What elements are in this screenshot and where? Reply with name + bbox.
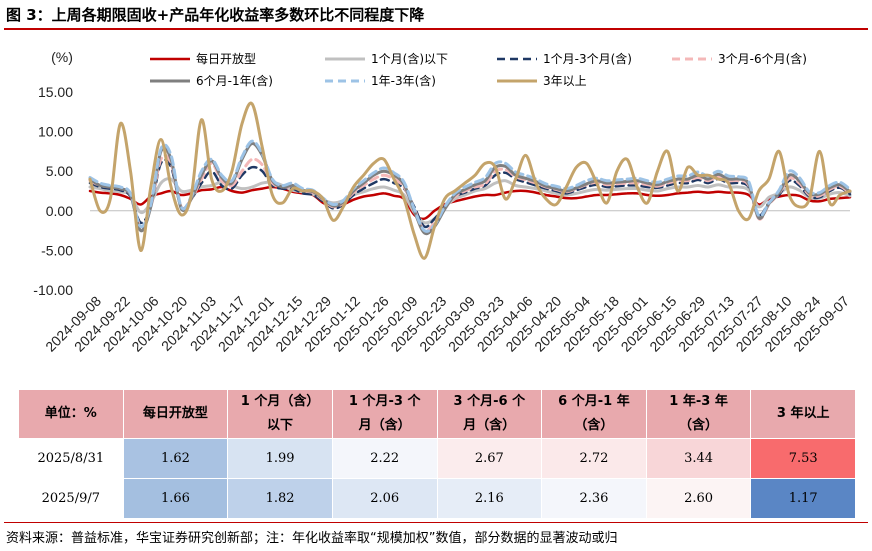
table-header-cell: 3 个月-6 个月（含） <box>436 389 543 439</box>
y-tick-label: 0.00 <box>46 203 73 219</box>
table-header-text: （含） <box>679 418 719 433</box>
source-divider <box>4 522 868 523</box>
table-cell: 2.22 <box>331 438 438 479</box>
table-cell: 2.16 <box>436 478 543 519</box>
table-row: 2025/8/31 1.62 1.99 2.22 2.67 2.72 3.44 7.53 <box>18 438 856 479</box>
series-layer <box>88 101 852 260</box>
table-header-text: 1 年-3 年 <box>669 394 728 409</box>
table-cell: 1.62 <box>122 438 229 479</box>
legend-label-5: 1年-3年(含) <box>371 73 436 88</box>
table-header-cell: 1 年-3 年 （含） <box>645 389 752 439</box>
line-chart: 每日开放型 1个月(含)以下 1个月-3个月(含) 3个月-6个月(含) 6个月-1年(… <box>33 49 852 355</box>
table-header-text: 单位：% <box>44 406 97 421</box>
source-note: 资料来源：普益标准，华宝证券研究创新部；注：年化收益率取“规模加权”数值，部分数… <box>6 531 618 546</box>
table-header-text: 1 个月-3 个 <box>348 394 421 409</box>
x-axis: 2024-09-082024-09-222024-10-062024-10-20… <box>42 210 852 355</box>
table-cell: 2.60 <box>645 478 752 519</box>
table-header-text: 6 个月-1 年 <box>558 394 630 409</box>
table-header-text: 1 个月（含） <box>240 394 320 409</box>
y-tick-label: -5.00 <box>41 242 73 258</box>
table-header-cell: 1 个月（含） 以下 <box>227 389 333 439</box>
table-header-text: 3 个月-6 个 <box>453 394 526 409</box>
table-row: 2025/9/7 1.66 1.82 2.06 2.16 2.36 2.60 1.17 <box>18 478 856 519</box>
table-header-text: （含） <box>574 418 614 433</box>
legend-label-4: 6个月-1年(含) <box>196 73 273 88</box>
table-cell: 1.99 <box>227 438 333 479</box>
table-cell: 1.66 <box>122 478 229 519</box>
table-header-cell: 每日开放型 <box>122 389 229 439</box>
title-divider <box>4 28 868 30</box>
table-header-cell: 3 年以上 <box>750 389 856 439</box>
table-row-date: 2025/9/7 <box>18 478 124 519</box>
legend-label-1: 1个月(含)以下 <box>371 51 448 66</box>
y-axis-unit-label: (%) <box>51 49 73 65</box>
table-cell: 2.06 <box>331 478 438 519</box>
table-cell: 2.36 <box>541 478 647 519</box>
series-line-1 <box>88 177 852 225</box>
yield-summary-table: 单位：% 每日开放型 1 个月（含） 以下 1 个月-3 个月（含） 3 个月-6 个月（… <box>18 389 856 519</box>
legend-label-6: 3年以上 <box>543 74 587 88</box>
table-header-text: 月（含） <box>463 418 516 433</box>
table-row-date: 2025/8/31 <box>18 438 124 479</box>
legend-label-2: 1个月-3个月(含) <box>543 51 632 66</box>
series-line-4 <box>88 141 852 236</box>
table-cell: 1.17 <box>750 478 856 519</box>
table-header-row: 单位：% 每日开放型 1 个月（含） 以下 1 个月-3 个月（含） 3 个月-6 个月（… <box>18 389 856 439</box>
figure-title: 图 3：上周各期限固收+产品年化收益率多数环比不同程度下降 <box>6 6 425 24</box>
chart-legend: 每日开放型 1个月(含)以下 1个月-3个月(含) 3个月-6个月(含) 6个月-1年(… <box>150 51 807 88</box>
table-header-text: 3 年以上 <box>776 406 830 421</box>
table-cell: 2.67 <box>436 438 543 479</box>
legend-label-0: 每日开放型 <box>196 51 256 66</box>
y-tick-label: -10.00 <box>33 282 73 298</box>
table-cell: 3.44 <box>645 438 752 479</box>
table-header-cell: 6 个月-1 年 （含） <box>541 389 647 439</box>
table-header-text: 以下 <box>267 418 294 433</box>
table-header-cell: 1 个月-3 个月（含） <box>331 389 438 439</box>
y-tick-label: 10.00 <box>38 124 73 140</box>
y-tick-label: 5.00 <box>46 163 73 179</box>
table-cell: 2.72 <box>541 438 647 479</box>
y-axis: (%) 15.00 10.00 5.00 0.00 -5.00 -10.00 <box>33 49 73 298</box>
table-cell: 7.53 <box>750 438 856 479</box>
table-body: 2025/8/31 1.62 1.99 2.22 2.67 2.72 3.44 7.53 202… <box>18 438 856 519</box>
y-tick-label: 15.00 <box>38 84 73 100</box>
table-header-text: 每日开放型 <box>142 406 208 421</box>
table-header-text: 月（含） <box>358 418 411 433</box>
series-line-6 <box>88 101 852 260</box>
series-line-5 <box>88 139 852 233</box>
legend-label-3: 3个月-6个月(含) <box>718 51 807 66</box>
table-cell: 1.82 <box>227 478 333 519</box>
table-header-cell: 单位：% <box>18 389 124 439</box>
